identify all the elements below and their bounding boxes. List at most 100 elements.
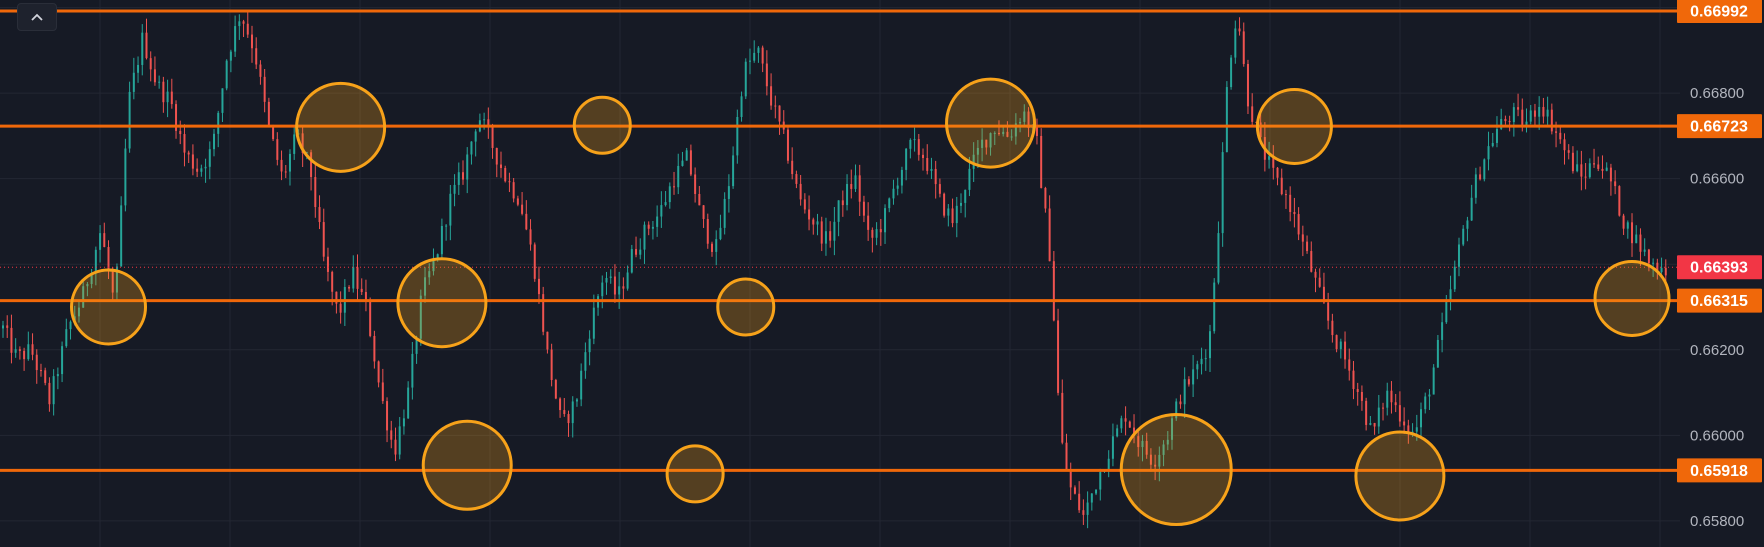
- candle-body: [56, 374, 59, 377]
- candle-body: [432, 259, 435, 272]
- candle: [1542, 97, 1545, 124]
- candle: [1154, 454, 1157, 481]
- candle: [1369, 416, 1372, 426]
- candle-body: [1082, 510, 1085, 515]
- candle-body: [162, 81, 165, 103]
- candle: [1073, 485, 1076, 495]
- candle-body: [1512, 107, 1515, 123]
- candle-body: [1609, 167, 1612, 182]
- candle: [1082, 499, 1085, 525]
- candle: [630, 244, 633, 274]
- candle: [402, 409, 405, 435]
- candle: [44, 367, 47, 386]
- candle-body: [723, 198, 726, 228]
- candle-body: [567, 414, 570, 424]
- candle: [314, 162, 317, 218]
- candle: [280, 150, 283, 181]
- candle: [926, 144, 929, 175]
- candle-body: [31, 344, 34, 355]
- candle: [689, 144, 692, 177]
- candle-body: [677, 165, 680, 188]
- candle: [892, 179, 895, 205]
- candle: [1339, 338, 1342, 359]
- candle-body: [1052, 261, 1055, 321]
- candle-body: [1297, 214, 1300, 235]
- candle-body: [1643, 249, 1646, 252]
- candle: [905, 147, 908, 181]
- candle: [1664, 259, 1667, 284]
- candle-body: [618, 286, 621, 295]
- y-tick-label: 0.66000: [1690, 427, 1744, 444]
- candle-body: [1090, 493, 1093, 503]
- candle: [504, 165, 507, 183]
- candle: [1171, 415, 1174, 450]
- candle: [723, 192, 726, 235]
- candle: [972, 142, 975, 182]
- candle-body: [689, 150, 692, 175]
- candle: [470, 141, 473, 165]
- candle: [846, 174, 849, 211]
- price-axis[interactable]: 0.66800 0.66600 0.66200 0.66000 0.65800 0.669…: [1677, 0, 1762, 530]
- candle: [951, 198, 954, 228]
- candle-body: [238, 21, 241, 27]
- candle: [453, 174, 456, 207]
- candle: [208, 141, 211, 180]
- candle-body: [402, 418, 405, 427]
- candle: [107, 240, 110, 280]
- candle: [1403, 407, 1406, 434]
- candle-body: [204, 166, 207, 169]
- candle-body: [390, 430, 393, 440]
- candle: [1221, 142, 1224, 247]
- candle-body: [1365, 400, 1368, 425]
- candle-body: [356, 267, 359, 289]
- candle-body: [65, 329, 68, 347]
- level-price-label-bg: [1677, 458, 1762, 483]
- candle-body: [1390, 390, 1393, 403]
- candle-body: [1647, 249, 1650, 264]
- candle: [736, 109, 739, 164]
- candle-body: [69, 321, 72, 330]
- candle-body: [491, 127, 494, 148]
- candle-body: [255, 48, 258, 65]
- candle-body: [103, 233, 106, 247]
- candle: [791, 147, 794, 180]
- candle: [179, 120, 182, 145]
- candle-body: [128, 91, 131, 149]
- candle-body: [27, 344, 30, 360]
- candle: [369, 297, 372, 338]
- candle-body: [1133, 427, 1136, 437]
- candle-body: [1014, 123, 1017, 137]
- candle: [1449, 275, 1452, 311]
- candle-body: [1529, 110, 1532, 122]
- horizontal-levels[interactable]: [0, 9, 1680, 472]
- collapse-button[interactable]: [17, 3, 57, 31]
- candle-body: [242, 21, 245, 24]
- highlight-circle: [1354, 430, 1446, 522]
- candle-body: [1580, 164, 1583, 177]
- candle: [1010, 129, 1013, 141]
- candle: [647, 221, 650, 236]
- highlight-circle: [1119, 413, 1233, 527]
- candle: [1420, 402, 1423, 437]
- level-price-label-text: 0.66315: [1690, 293, 1748, 310]
- candle-body: [1116, 428, 1119, 437]
- candle-body: [18, 349, 21, 351]
- grid: [0, 0, 1680, 547]
- candle-body: [1593, 163, 1596, 165]
- candle: [673, 171, 676, 195]
- candle: [879, 218, 882, 246]
- candle-body: [702, 205, 705, 220]
- candle: [537, 266, 540, 304]
- candle: [774, 95, 777, 119]
- candle-body: [1656, 262, 1659, 273]
- candle: [575, 398, 578, 407]
- candle: [1111, 423, 1114, 467]
- candle-body: [221, 88, 224, 113]
- candle: [487, 107, 490, 139]
- candle: [571, 396, 574, 438]
- candle-body: [504, 168, 507, 182]
- candle-body: [153, 69, 156, 83]
- candle: [263, 68, 266, 113]
